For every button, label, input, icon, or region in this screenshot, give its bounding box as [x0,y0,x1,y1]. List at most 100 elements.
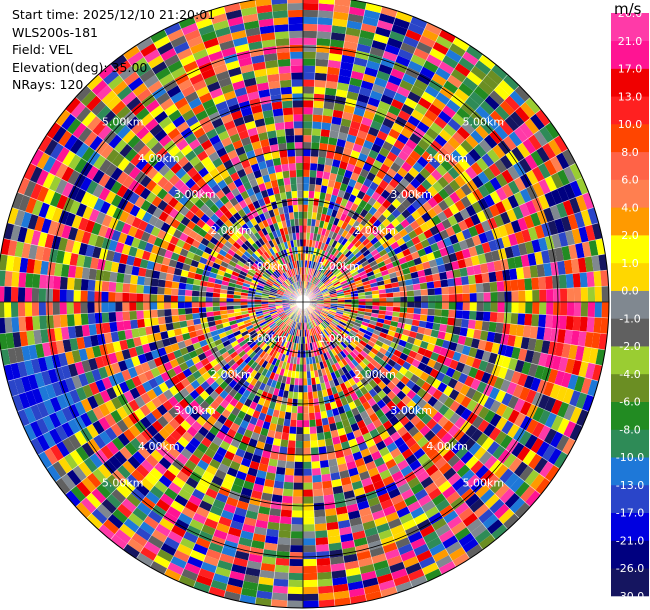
velocity-bin [461,364,472,376]
velocity-bin [360,570,377,581]
velocity-bin [28,344,38,360]
velocity-bin [550,399,563,416]
velocity-bin [266,329,274,337]
velocity-bin [407,296,415,302]
velocity-bin [48,341,59,356]
velocity-bin [363,365,372,375]
velocity-bin [340,358,348,367]
velocity-bin [73,313,82,326]
velocity-bin [581,241,592,258]
velocity-bin [286,454,295,462]
velocity-bin [420,355,431,366]
velocity-bin [471,390,483,403]
velocity-bin [449,547,466,561]
velocity-bin [91,222,102,236]
velocity-bin [283,340,288,348]
velocity-bin [303,9,319,18]
velocity-bin [247,296,255,300]
velocity-bin [557,260,566,276]
velocity-bin [440,279,449,288]
velocity-bin [292,314,297,321]
velocity-bin [376,351,385,360]
velocity-bin [282,488,294,497]
velocity-bin [228,215,238,225]
velocity-bin [70,485,86,503]
velocity-bin [144,223,155,235]
velocity-bin [317,24,333,33]
velocity-bin [503,74,520,91]
velocity-bin [344,250,353,258]
velocity-bin [321,267,328,274]
velocity-bin [324,501,336,510]
velocity-bin [173,190,185,202]
velocity-bin [365,460,377,471]
velocity-bin [532,182,545,198]
velocity-bin [386,297,394,302]
velocity-bin [497,291,505,302]
velocity-bin [241,372,250,381]
velocity-bin [531,277,540,290]
velocity-bin [486,148,500,163]
velocity-bin [416,398,428,409]
velocity-bin [414,103,428,116]
velocity-bin [89,453,103,469]
velocity-bin [282,324,288,332]
velocity-bin [108,352,118,365]
velocity-bin [111,100,127,116]
velocity-bin [167,562,185,576]
velocity-bin [360,448,371,458]
velocity-bin [346,321,354,328]
velocity-bin [181,506,196,519]
velocity-bin [584,331,594,348]
velocity-bin [140,231,151,243]
velocity-bin [176,470,190,483]
velocity-bin [334,370,341,379]
velocity-bin [311,285,317,292]
velocity-bin [456,482,471,497]
velocity-bin [280,509,293,518]
velocity-bin [581,346,592,363]
velocity-bin [282,425,290,434]
velocity-bin [494,158,508,174]
velocity-bin [361,260,370,268]
velocity-bin [263,336,271,344]
velocity-bin [566,302,575,317]
velocity-bin [189,549,206,562]
velocity-bin [51,381,63,397]
velocity-bin [214,257,223,266]
velocity-bin [66,314,75,327]
velocity-bin [55,178,68,195]
velocity-bin [225,329,234,336]
velocity-bin [265,328,272,335]
velocity-bin [505,150,519,166]
velocity-bin [594,286,602,302]
velocity-bin [154,374,165,386]
velocity-bin [241,330,249,337]
velocity-bin [328,458,338,467]
velocity-bin [266,267,274,275]
velocity-bin [205,487,219,499]
velocity-bin [337,235,345,244]
velocity-bin [295,434,303,442]
velocity-bin [320,286,328,292]
velocity-bin [303,142,312,150]
velocity-bin [233,298,241,302]
velocity-bin [318,324,324,332]
velocity-bin [314,278,320,286]
velocity-bin [488,204,500,218]
velocity-bin [361,116,373,127]
velocity-bin [469,91,485,106]
velocity-bin [227,577,244,588]
velocity-bin [435,67,451,81]
velocity-bin [468,347,478,358]
velocity-bin [108,311,117,323]
velocity-bin [206,511,221,523]
velocity-bin [473,143,487,158]
velocity-bin [454,392,466,405]
velocity-bin [287,600,303,608]
velocity-bin [370,236,379,246]
velocity-bin [212,306,220,312]
velocity-bin [543,262,552,277]
velocity-bin [349,314,357,320]
velocity-bin [179,276,188,284]
